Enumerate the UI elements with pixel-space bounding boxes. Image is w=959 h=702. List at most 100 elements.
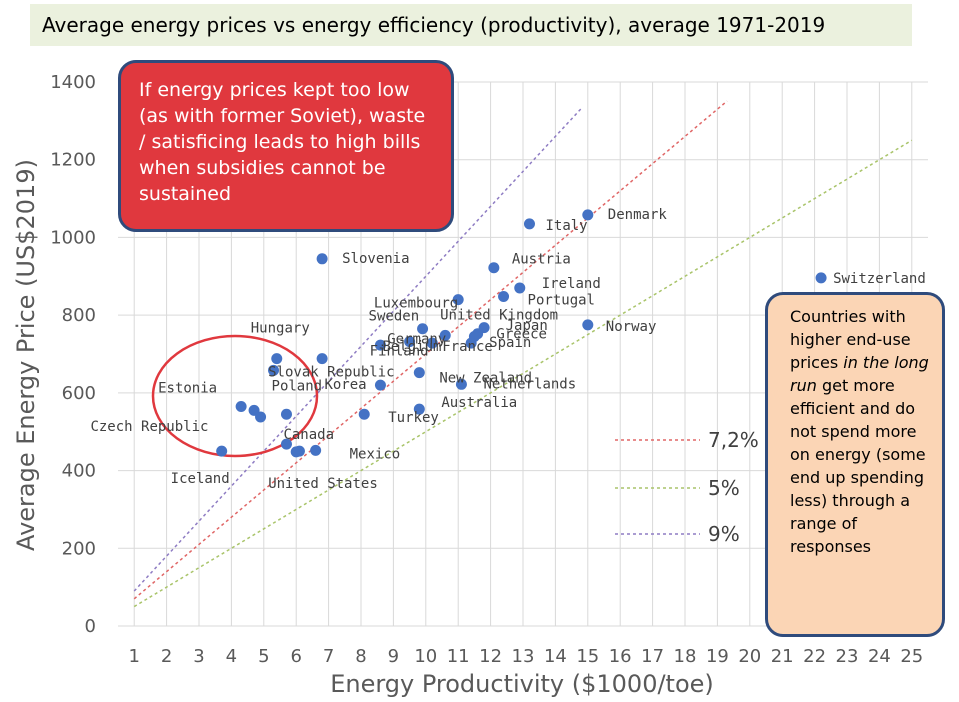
data-point — [216, 445, 228, 457]
data-point — [404, 336, 416, 348]
data-point — [268, 364, 280, 376]
x-tick-label: 24 — [868, 646, 891, 667]
point-label: France — [442, 339, 493, 355]
data-point — [452, 294, 464, 306]
efficiency-callout-text-1: Countries with higher end-use prices — [790, 307, 911, 372]
x-tick-label: 8 — [355, 646, 366, 667]
point-label: Norway — [606, 319, 657, 335]
trend-line — [133, 107, 582, 592]
point-label: Iceland — [171, 471, 230, 487]
data-point — [582, 319, 594, 331]
legend-label: 5% — [708, 476, 740, 500]
x-tick-label: 5 — [258, 646, 269, 667]
data-point — [316, 353, 328, 365]
point-label: Czech Republic — [90, 419, 208, 435]
efficiency-callout-text-2: get more efficient and do not spend more… — [790, 376, 926, 556]
x-tick-label: 20 — [738, 646, 761, 667]
point-label: Slovak Republic — [268, 365, 394, 381]
data-point — [426, 337, 438, 349]
x-tick-label: 7 — [323, 646, 334, 667]
y-tick-label: 800 — [62, 305, 96, 326]
data-point — [235, 400, 247, 412]
data-point — [280, 408, 292, 420]
point-label: United States — [268, 476, 378, 492]
point-label: Turkey — [388, 410, 439, 426]
data-point — [815, 272, 827, 284]
point-label: Sweden — [369, 309, 420, 325]
x-tick-label: 23 — [836, 646, 859, 667]
y-tick-label: 1000 — [50, 227, 96, 248]
point-label: Luxembourg — [374, 296, 458, 312]
data-point — [498, 290, 510, 302]
y-tick-label: 200 — [62, 538, 96, 559]
x-tick-label: 10 — [414, 646, 437, 667]
point-label: Denmark — [608, 207, 668, 223]
point-label: Hungary — [251, 321, 310, 337]
point-label: Finland — [370, 344, 429, 360]
efficiency-callout: Countries with higher end-use prices in … — [765, 292, 945, 637]
point-label: Japan — [506, 318, 548, 334]
point-label: Estonia — [158, 380, 217, 396]
data-point — [455, 378, 467, 390]
point-label: Slovenia — [342, 251, 409, 267]
data-point — [374, 379, 386, 391]
y-tick-label: 1200 — [50, 150, 96, 171]
point-label: Italy — [545, 218, 587, 234]
point-label: Canada — [283, 427, 334, 443]
point-label: Netherlands — [483, 376, 576, 392]
point-label: Ireland — [542, 276, 601, 292]
point-label: Germany — [387, 331, 446, 347]
y-tick-label: 400 — [62, 461, 96, 482]
page-title: Average energy prices vs energy efficien… — [30, 4, 912, 46]
x-tick-label: 18 — [674, 646, 697, 667]
data-point — [523, 218, 535, 230]
point-label: New Zealand — [439, 371, 532, 387]
point-label: Poland — [272, 378, 323, 394]
x-tick-label: 14 — [544, 646, 567, 667]
trend-lines — [133, 100, 913, 608]
data-point — [358, 408, 370, 420]
data-point — [488, 262, 500, 274]
point-label: Korea — [324, 377, 366, 393]
x-tick-label: 25 — [900, 646, 923, 667]
y-axis-label: Average Energy Price (US$2019) — [12, 159, 40, 551]
x-tick-label: 15 — [576, 646, 599, 667]
legend: 7,2% 5% 9% — [615, 428, 759, 546]
x-tick-label: 4 — [226, 646, 237, 667]
x-tick-label: 22 — [803, 646, 826, 667]
legend-label: 9% — [708, 522, 740, 546]
data-point — [271, 353, 283, 365]
data-point — [439, 329, 451, 341]
x-tick-label: 2 — [161, 646, 172, 667]
point-label: Belgium — [382, 339, 441, 355]
data-point — [582, 209, 594, 221]
low-price-callout: If energy prices kept too low (as with f… — [118, 60, 454, 232]
data-point — [413, 367, 425, 379]
point-label: Mexico — [350, 446, 401, 462]
point-label: Portugal — [528, 292, 595, 308]
efficiency-callout-italic: in the long run — [790, 353, 929, 395]
x-axis-label: Energy Productivity ($1000/toe) — [330, 670, 714, 698]
point-label: Greece — [496, 327, 547, 343]
x-tick-label: 9 — [388, 646, 399, 667]
highlight-ellipse — [151, 334, 319, 458]
data-point — [514, 282, 526, 294]
x-tick-label: 12 — [479, 646, 502, 667]
x-tick-label: 21 — [771, 646, 794, 667]
point-label: Australia — [441, 395, 517, 411]
y-tick-label: 0 — [85, 616, 96, 637]
point-labels: Denmark Italy Slovenia Austria Switzerland Ir… — [90, 207, 925, 492]
data-point — [255, 411, 267, 423]
x-tick-label: 19 — [706, 646, 729, 667]
x-tick-label: 16 — [609, 646, 632, 667]
y-tick-label: 600 — [62, 383, 96, 404]
y-axis-ticks: 0 200 400 600 800 1000 1200 1400 — [50, 72, 96, 637]
data-point — [310, 444, 322, 456]
point-label: United Kingdom — [440, 308, 558, 324]
x-tick-label: 6 — [290, 646, 301, 667]
data-point — [290, 446, 302, 458]
data-point — [413, 403, 425, 415]
data-point — [374, 339, 386, 351]
x-tick-label: 17 — [641, 646, 664, 667]
point-label: Switzerland — [833, 271, 926, 287]
